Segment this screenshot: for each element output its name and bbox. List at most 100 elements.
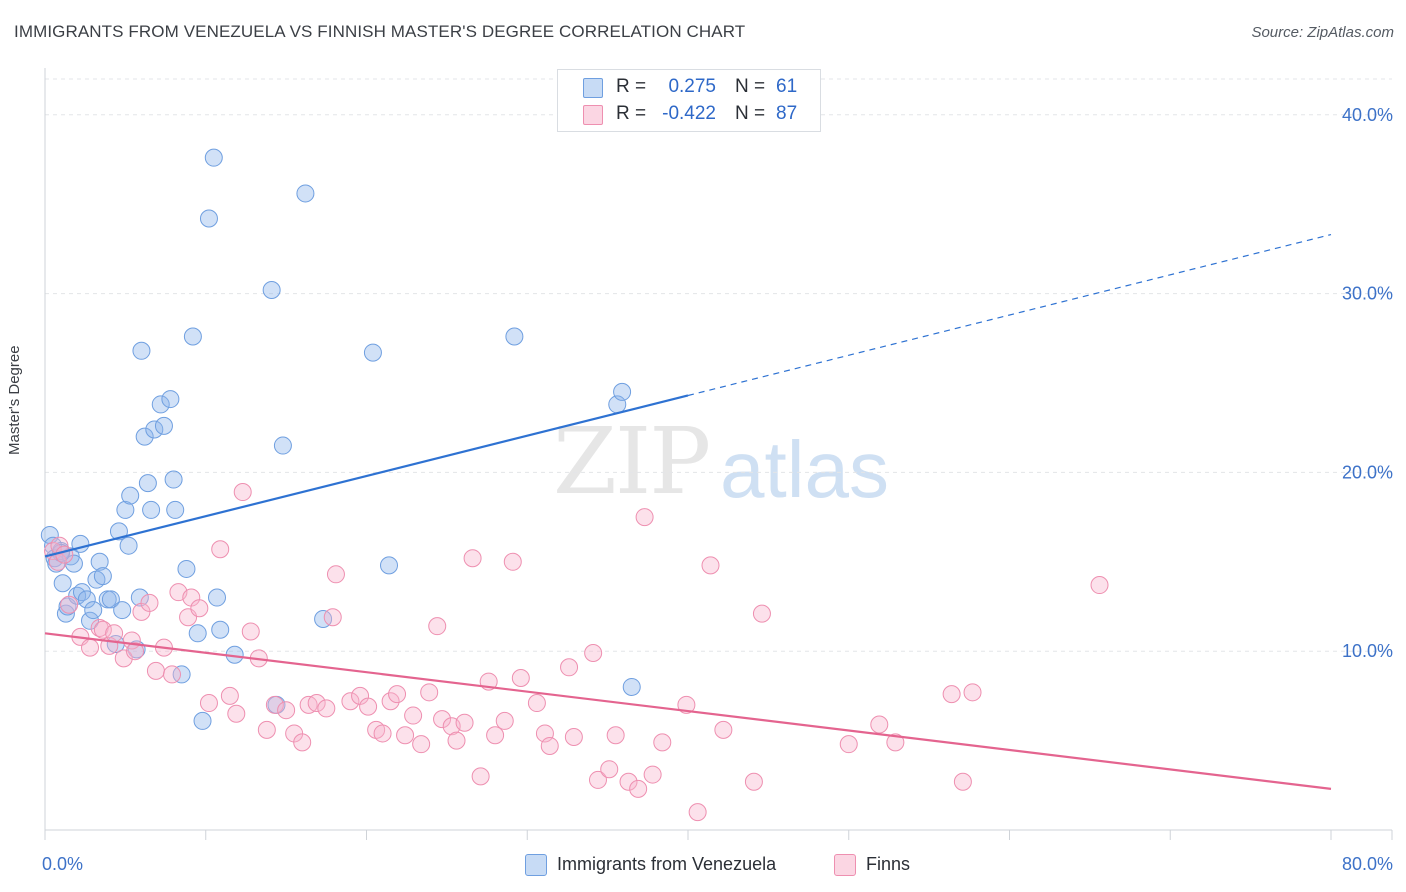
finns-point [93, 620, 112, 639]
finns-point [619, 772, 638, 791]
finns-point [307, 694, 326, 713]
venezuela-point [363, 343, 382, 362]
venezuela-point [177, 559, 196, 578]
finns-point [600, 760, 619, 779]
finns-point [140, 593, 159, 612]
venezuela-point [90, 552, 109, 571]
finns-point [323, 608, 342, 627]
venezuela-point [132, 341, 151, 360]
venezuela-point [166, 500, 185, 519]
finns-point [963, 683, 982, 702]
finns-point [105, 624, 124, 643]
finns-point [1090, 576, 1109, 595]
finns-point [396, 726, 415, 745]
finns-point [588, 770, 607, 789]
finns-point [199, 694, 218, 713]
venezuela-point [84, 601, 103, 620]
legend-n-value: 61 [776, 76, 798, 97]
venezuela-point [142, 500, 161, 519]
venezuela-point [161, 390, 180, 409]
venezuela-point [613, 382, 632, 401]
finns-point [412, 735, 431, 754]
finns-point [471, 767, 490, 786]
finns-point [126, 642, 145, 661]
venezuela-point [164, 470, 183, 489]
bottom-legend-label-finns: Finns [866, 854, 911, 874]
finns-point [404, 706, 423, 725]
finns-point [60, 595, 79, 614]
finns-point [50, 536, 69, 555]
finns-point [146, 661, 165, 680]
legend-swatch-venezuela [583, 78, 603, 98]
venezuela-point [109, 522, 128, 541]
venezuela-point [193, 711, 212, 730]
venezuela-point [380, 556, 399, 575]
finns-point [463, 549, 482, 568]
venezuela-point [145, 420, 164, 439]
finns-point [420, 683, 439, 702]
finns-point [433, 710, 452, 729]
finns-point [326, 565, 345, 584]
legend-n-label: N = [735, 76, 766, 97]
finns-trend-line [44, 632, 1332, 790]
bottom-legend-label-venezuela: Immigrants from Venezuela [557, 854, 777, 874]
venezuela-point [101, 590, 120, 609]
finns-point [688, 803, 707, 822]
legend-n-label: N = [735, 103, 766, 124]
finns-point [744, 772, 763, 791]
finns-point [495, 711, 514, 730]
finns-point [162, 665, 181, 684]
venezuela-point [116, 500, 135, 519]
finns-point [839, 735, 858, 754]
venezuela-point [138, 474, 157, 493]
finns-point [381, 692, 400, 711]
watermark-zip: ZIP [553, 408, 711, 515]
legend-r-value: -0.422 [662, 103, 716, 124]
venezuela-point [273, 436, 292, 455]
finns-point [220, 686, 239, 705]
finns-point [486, 726, 505, 745]
venezuela-point [188, 624, 207, 643]
finns-point [564, 728, 583, 747]
venezuela-point [77, 590, 96, 609]
finns-point [455, 713, 474, 732]
venezuela-point [204, 148, 223, 167]
venezuela-point [622, 677, 641, 696]
venezuela-trend-line [44, 394, 689, 558]
finns-point [527, 694, 546, 713]
bottom-swatch-venezuela [525, 854, 547, 876]
y-tick-label: 30.0% [1342, 284, 1393, 304]
finns-point [55, 545, 74, 564]
legend-n-value: 87 [776, 103, 798, 124]
venezuela-point [121, 486, 140, 505]
chart-title: IMMIGRANTS FROM VENEZUELA VS FINNISH MAS… [14, 22, 746, 41]
finns-point [560, 658, 579, 677]
finns-point [752, 604, 771, 623]
watermark-atlas: atlas [720, 425, 889, 514]
finns-point [886, 733, 905, 752]
venezuela-point [296, 184, 315, 203]
finns-point [257, 720, 276, 739]
source-label: Source: ZipAtlas.com [1251, 24, 1394, 41]
finns-point [677, 695, 696, 714]
venezuela-point [93, 567, 112, 586]
venezuela-point [172, 665, 191, 684]
finns-point [870, 715, 889, 734]
legend-swatch-finns [583, 105, 603, 125]
y-tick-label: 20.0% [1342, 462, 1393, 482]
finns-point [643, 765, 662, 784]
finns-point [606, 726, 625, 745]
venezuela-point [199, 209, 218, 228]
finns-point [388, 685, 407, 704]
finns-point [114, 649, 133, 668]
finns-point [341, 692, 360, 711]
finns-point [653, 733, 672, 752]
venezuela-point [151, 395, 170, 414]
finns-point [511, 669, 530, 688]
venezuela-point [119, 536, 138, 555]
y-axis-label: Master's Degree [6, 345, 23, 455]
finns-point [447, 731, 466, 750]
finns-point [241, 622, 260, 641]
finns-point [293, 733, 312, 752]
x-tick-label: 0.0% [42, 854, 83, 874]
